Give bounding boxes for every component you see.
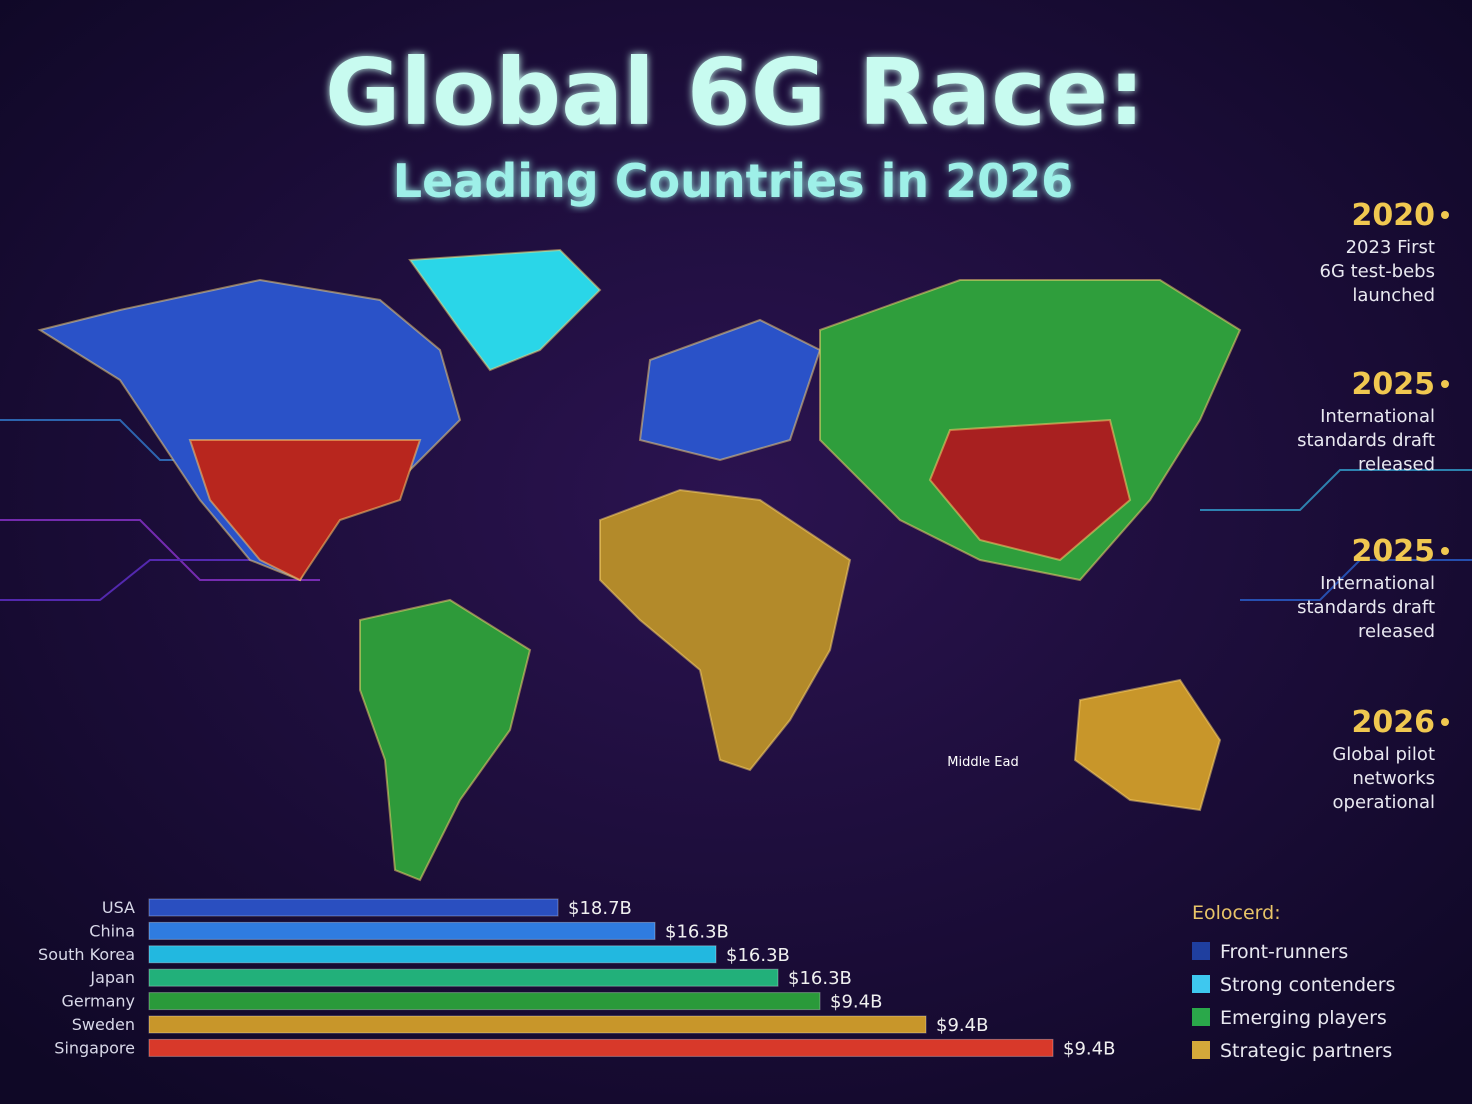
timeline-text: standards draft bbox=[1297, 597, 1435, 618]
timeline-dot bbox=[1441, 380, 1449, 388]
legend-label: Strategic partners bbox=[1220, 1040, 1392, 1062]
bar-label: USA bbox=[102, 898, 135, 917]
timeline: 2020 2023 First 6G test-bebs launched 2025 In… bbox=[1297, 198, 1449, 813]
timeline-text: Global pilot bbox=[1332, 744, 1435, 765]
bar-label: Singapore bbox=[54, 1038, 135, 1057]
timeline-text: networks bbox=[1353, 768, 1435, 789]
timeline-year: 2026 bbox=[1352, 705, 1436, 740]
legend-swatch bbox=[1192, 1041, 1210, 1059]
bar-amount: $16.3B bbox=[726, 945, 790, 966]
legend-title: Eolocerd: bbox=[1192, 902, 1281, 924]
timeline-text: International bbox=[1320, 573, 1435, 594]
timeline-year: 2020 bbox=[1352, 198, 1436, 233]
legend: Eolocerd: Front-runners Strong contenders… bbox=[1192, 902, 1395, 1062]
bar bbox=[148, 921, 656, 940]
bar bbox=[148, 992, 821, 1011]
timeline-dot bbox=[1441, 547, 1449, 555]
bar-amount: $9.4B bbox=[936, 1015, 988, 1036]
bar bbox=[148, 1038, 1054, 1057]
bar bbox=[148, 968, 779, 987]
bar-label: Germany bbox=[61, 992, 135, 1011]
timeline-year: 2025 bbox=[1352, 534, 1436, 569]
timeline-dot bbox=[1441, 211, 1449, 219]
timeline-text: standards draft bbox=[1297, 430, 1435, 451]
bar-list: USA $18.7B China $16.3B South Korea $16.3B Jap… bbox=[38, 898, 1115, 1059]
bar-amount: $18.7B bbox=[568, 898, 632, 919]
bar-amount: $9.4B bbox=[830, 992, 882, 1013]
timeline-text: operational bbox=[1333, 792, 1435, 813]
subtitle: Leading Countries in 2026 bbox=[393, 154, 1073, 208]
legend-swatch bbox=[1192, 975, 1210, 993]
bar-label: Sweden bbox=[72, 1015, 135, 1034]
legend-swatch bbox=[1192, 1008, 1210, 1026]
timeline-year: 2025 bbox=[1352, 367, 1436, 402]
timeline-text: International bbox=[1320, 406, 1435, 427]
bar-label: South Korea bbox=[38, 945, 135, 964]
legend-swatch bbox=[1192, 942, 1210, 960]
map-label: Middle Ead bbox=[947, 755, 1019, 770]
legend-label: Strong contenders bbox=[1220, 974, 1395, 996]
bar-amount: $16.3B bbox=[788, 968, 852, 989]
bar-amount: $9.4B bbox=[1063, 1038, 1115, 1059]
bar-label: China bbox=[89, 921, 135, 940]
timeline-text: launched bbox=[1352, 285, 1435, 306]
bar-label: Japan bbox=[89, 968, 135, 987]
timeline-dot bbox=[1441, 718, 1449, 726]
timeline-text: released bbox=[1358, 621, 1435, 642]
title: Global 6G Race: bbox=[325, 39, 1145, 146]
bar bbox=[148, 898, 559, 917]
world-map bbox=[37, 248, 1242, 882]
timeline-text: 6G test-bebs bbox=[1320, 261, 1436, 282]
legend-label: Emerging players bbox=[1220, 1007, 1387, 1029]
timeline-text: released bbox=[1358, 454, 1435, 475]
timeline-text: 2023 First bbox=[1346, 237, 1435, 258]
bar-amount: $16.3B bbox=[665, 921, 729, 942]
bar bbox=[148, 945, 717, 964]
bar bbox=[148, 1015, 927, 1034]
legend-label: Front-runners bbox=[1220, 941, 1348, 963]
